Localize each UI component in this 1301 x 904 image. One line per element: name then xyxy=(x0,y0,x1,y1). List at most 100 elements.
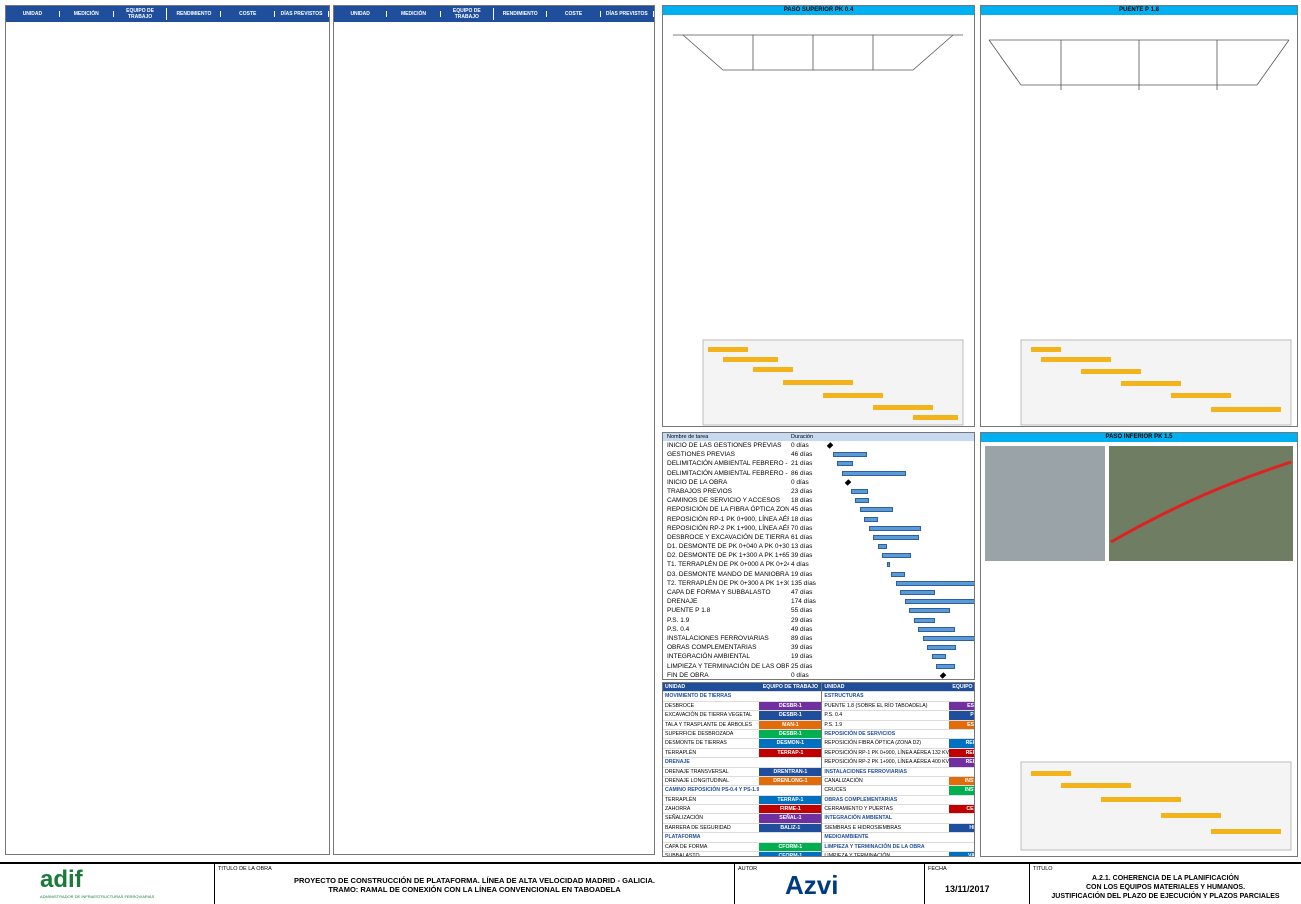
task-bar xyxy=(841,470,906,476)
equipment-row: LIMPIEZA Y TERMINACIÓN DE LA OBRA xyxy=(822,843,974,853)
task-row: DESBROCE Y EXCAVACIÓN DE TIERRA VEGETAL … xyxy=(663,533,974,542)
sheet-header: UNIDAD MEDICIÓN EQUIPO DE TRABAJO RENDIMIEN… xyxy=(334,6,654,22)
task-duration: 49 días xyxy=(791,625,813,633)
col-header: UNIDAD xyxy=(6,11,60,17)
team: REPSERV-1 xyxy=(949,748,974,758)
equipment-row: EXCAVACIÓN DE TIERRA VEGETAL DESBR-1 xyxy=(663,711,822,721)
team: PILOT-1 xyxy=(949,711,974,720)
task-bar xyxy=(909,608,951,614)
task-name: D1. DESMONTE DE PK 0+040 A PK 0+300 xyxy=(667,543,789,551)
milestone xyxy=(844,479,852,486)
team xyxy=(759,692,821,700)
unit: REPOSICIÓN RP-2 PK 1+900, LÍNEA AÉREA 40… xyxy=(824,759,950,766)
col-header: EQUIPO DE TRABAJO xyxy=(762,684,819,690)
task-row: INTEGRACIÓN AMBIENTAL 19 días xyxy=(663,652,974,661)
task-bar xyxy=(882,553,912,559)
team xyxy=(949,692,974,700)
equipment-row: INSTALACIONES FERROVIARIAS xyxy=(822,768,974,777)
task-row: T2. TERRAPLÉN DE PK 0+300 A PK 1+300 135 … xyxy=(663,579,974,588)
team: DESBR-1 xyxy=(759,701,822,711)
task-row: TRABAJOS PREVIOS 23 días xyxy=(663,487,974,496)
equipment-row: LIMPIEZA Y TERMINACIÓN VARIOS-1 xyxy=(822,852,974,856)
col-header: EQUIPO DE TRABAJO xyxy=(441,8,494,20)
equipment-row: REPOSICIÓN RP-1 PK 0+900, LÍNEA AÉREA 13… xyxy=(822,748,974,759)
unit: MEDIOAMBIENTE xyxy=(824,834,869,841)
task-bar xyxy=(855,498,869,504)
elevation xyxy=(988,39,1290,90)
task-row: D2. DESMONTE DE PK 1+300 A PK 1+650 39 dí… xyxy=(663,551,974,560)
team: REPSERV-1 xyxy=(949,739,974,748)
unit: DRENAJE LONGITUDINAL xyxy=(665,777,729,784)
equipment-row: DRENAJE LONGITUDINAL DRENLONG-1 xyxy=(663,776,822,787)
team xyxy=(949,843,974,851)
unit: PUENTE 1.8 (SOBRE EL RÍO TABOADELA) xyxy=(824,702,928,709)
logo: adif xyxy=(40,866,83,893)
task-duration: 21 días xyxy=(791,460,813,468)
task-bar xyxy=(895,580,974,586)
unit: INSTALACIONES FERROVIARIAS xyxy=(824,768,907,775)
label: FECHA xyxy=(928,866,947,872)
unit: TERRAPLÉN xyxy=(665,796,697,803)
task-name: LIMPIEZA Y TERMINACIÓN DE LAS OBRAS xyxy=(667,662,789,670)
bar-chart xyxy=(1020,339,1292,426)
equipment-row: CERRAMIENTO Y PUERTAS CERRAM-1 xyxy=(822,805,974,815)
task-bar xyxy=(931,654,946,660)
task-row: PUENTE P 1.8 55 días xyxy=(663,606,974,615)
task-row: DRENAJE 174 días xyxy=(663,597,974,606)
table xyxy=(663,90,974,335)
equipment-row: SUPERFICIE DESBROZADA DESBR-1 xyxy=(663,729,822,740)
unit: CAPA DE FORMA xyxy=(665,843,708,850)
panel-title: PASO SUPERIOR PK 0.4 xyxy=(663,6,974,15)
col-header: MEDICIÓN xyxy=(387,11,441,17)
equipment-row: MEDIOAMBIENTE xyxy=(822,833,974,843)
task-row: P.S. 0.4 49 días xyxy=(663,625,974,634)
task-row: INSTALACIONES FERROVIARIAS 89 días xyxy=(663,634,974,643)
task-name: OBRAS COMPLEMENTARIAS xyxy=(667,644,757,652)
team: CFORM-1 xyxy=(759,852,822,856)
task-duration: 174 días xyxy=(791,598,816,606)
table xyxy=(981,572,1297,757)
date-box: FECHA 13/11/2017 xyxy=(925,864,1030,904)
team: CERRAM-1 xyxy=(949,805,974,814)
task-bar xyxy=(837,461,853,467)
col-header: COSTE xyxy=(221,11,276,17)
task-bar xyxy=(859,507,894,513)
date: 13/11/2017 xyxy=(945,884,990,894)
org: ADMINISTRADOR DE INFRAESTRUCTURAS FERROV… xyxy=(40,894,155,899)
unit: SIEMBRAS E HIDROSIEMBRAS xyxy=(824,824,902,831)
task-row: T1. TERRAPLÉN DE PK 0+000 A PK 0+240 4 dí… xyxy=(663,560,974,569)
task-name: REPOSICIÓN DE LA FIBRA ÓPTICA ZONA D2 xyxy=(667,506,789,514)
task-name: GESTIONES PREVIAS xyxy=(667,451,735,459)
equipment-row: DRENAJE xyxy=(663,758,822,768)
task-bar xyxy=(936,663,955,669)
task-row: D1. DESMONTE DE PK 0+040 A PK 0+300 13 dí… xyxy=(663,542,974,551)
unit: REPOSICIÓN DE SERVICIOS xyxy=(824,730,896,737)
unit: SUBBALASTO xyxy=(665,853,700,857)
team: BALIZ-1 xyxy=(759,823,822,833)
unit: CRUCES xyxy=(824,787,847,794)
unit: EXCAVACIÓN DE TIERRA VEGETAL xyxy=(665,712,752,719)
task-name: CAMINOS DE SERVICIO Y ACCESOS xyxy=(667,497,781,505)
task-row: INICIO DE LA OBRA 0 días xyxy=(663,478,974,487)
task-name: TRABAJOS PREVIOS xyxy=(667,487,733,495)
task-bar xyxy=(918,626,955,632)
unit: ESTRUCTURAS xyxy=(824,693,864,700)
task-duration: 86 días xyxy=(791,469,813,477)
unit: DRENAJE TRANSVERSAL xyxy=(665,768,729,775)
task-row: FIN DE OBRA 0 días xyxy=(663,671,974,679)
task-name: DRENAJE xyxy=(667,598,698,606)
task-name: DESBROCE Y EXCAVACIÓN DE TIERRA VEGETAL … xyxy=(667,533,789,541)
equipment-row: SEÑALIZACIÓN SEÑAL-1 xyxy=(663,814,822,824)
panel-title: PASO INFERIOR PK 1.5 xyxy=(981,433,1297,442)
task-row: P.S. 1.9 29 días xyxy=(663,616,974,625)
task-duration: 45 días xyxy=(791,506,813,514)
milestone xyxy=(826,442,834,449)
team: FIRME-1 xyxy=(759,805,822,814)
unit: SEÑALIZACIÓN xyxy=(665,815,704,822)
task-duration: 39 días xyxy=(791,644,813,652)
photos xyxy=(985,446,1293,561)
task-name: PUENTE P 1.8 xyxy=(667,607,711,615)
col-header: UNIDAD xyxy=(824,684,845,690)
equipment-row: BARRERA DE SEGURIDAD BALIZ-1 xyxy=(663,823,822,834)
